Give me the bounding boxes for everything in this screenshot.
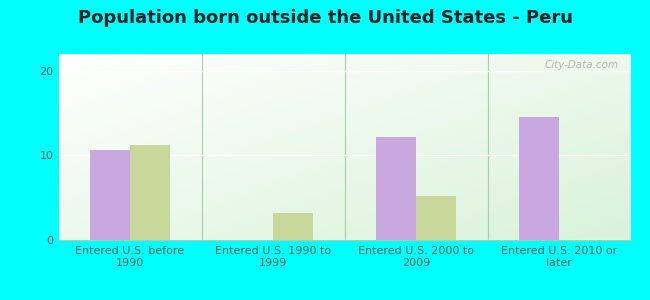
- Bar: [416, 196, 456, 240]
- Bar: [130, 145, 170, 240]
- Bar: [519, 117, 559, 240]
- Text: Population born outside the United States - Peru: Population born outside the United State…: [77, 9, 573, 27]
- Bar: [273, 213, 313, 240]
- Bar: [376, 137, 416, 240]
- Text: City-Data.com: City-Data.com: [545, 60, 619, 70]
- Bar: [90, 149, 130, 240]
